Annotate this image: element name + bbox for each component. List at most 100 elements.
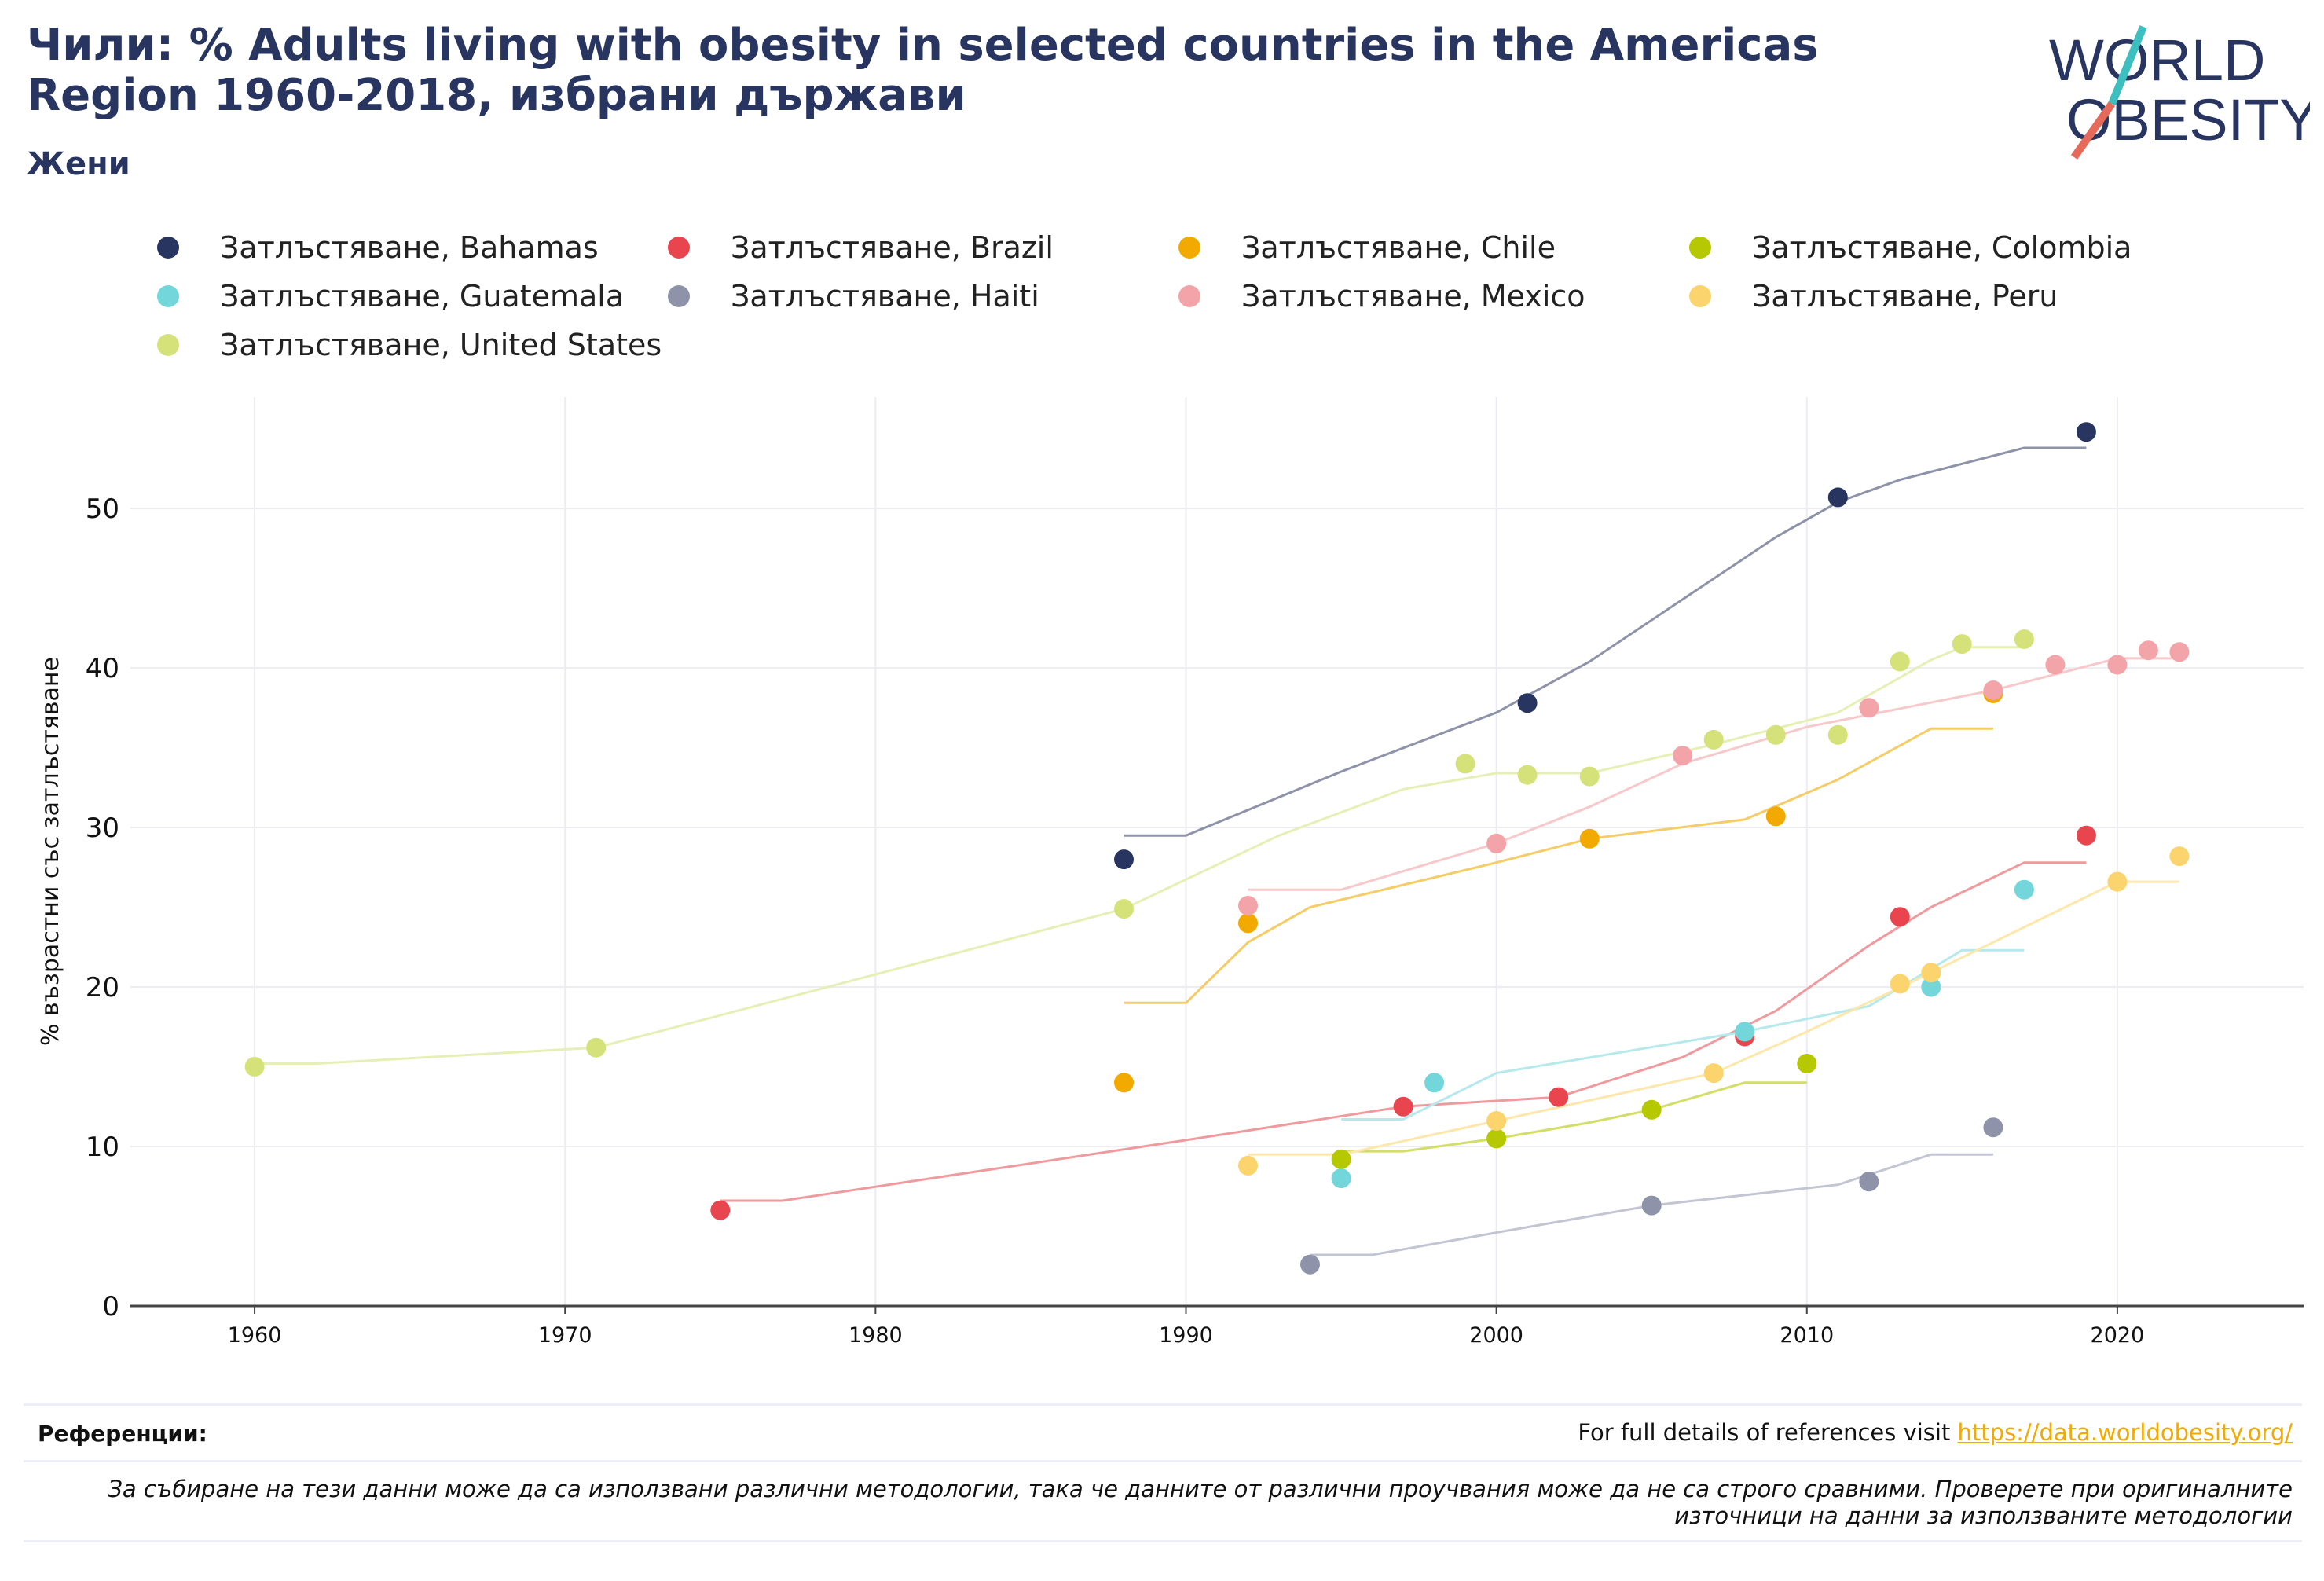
legend-marker (668, 285, 690, 307)
y-tick-label: 50 (86, 493, 119, 525)
x-tick-label: 2020 (2091, 1323, 2145, 1348)
legend-item[interactable]: Затлъстяване, Bahamas (157, 228, 599, 267)
data-point (1238, 896, 1258, 915)
y-tick-label: 0 (102, 1291, 119, 1322)
chart-title: Чили: % Adults living with obesity in se… (27, 20, 1819, 121)
data-point (1424, 1073, 1445, 1093)
y-tick-label: 40 (86, 653, 119, 684)
logo-slash-bottom (2070, 101, 2116, 160)
legend-item[interactable]: Затлъстяване, Guatemala (157, 277, 624, 316)
legend-item[interactable]: Затлъстяване, United States (157, 325, 662, 365)
legend-item[interactable]: Затлъстяване, Chile (1178, 228, 1556, 267)
legend-item[interactable]: Затлъстяване, Mexico (1178, 277, 1585, 316)
legend-label: Затлъстяване, Colombia (1752, 230, 2132, 265)
data-point (1331, 1168, 1351, 1189)
data-point (2045, 655, 2066, 675)
legend-marker (1689, 237, 1711, 259)
data-point (2107, 871, 2128, 892)
data-point (1331, 1149, 1351, 1169)
data-point (1114, 899, 1134, 919)
data-point (2014, 879, 2034, 900)
legend-marker (1178, 285, 1200, 307)
data-point (1921, 977, 1941, 997)
legend-marker (157, 237, 179, 259)
data-point (586, 1037, 607, 1058)
legend-label: Затлъстяване, Guatemala (220, 279, 625, 314)
legend-label: Затлъстяване, Chile (1241, 230, 1556, 265)
data-point (1114, 1073, 1134, 1093)
data-point (1765, 724, 1786, 745)
legend-marker (1178, 237, 1200, 259)
data-point (1890, 907, 1910, 927)
legend-item[interactable]: Затлъстяване, Colombia (1689, 228, 2132, 267)
legend-label: Затлъстяване, Mexico (1241, 279, 1585, 314)
data-point (1238, 1155, 1258, 1176)
x-tick-label: 2000 (1469, 1323, 1523, 1348)
chart-subtitle: Жени (27, 146, 130, 182)
data-point (710, 1200, 731, 1220)
logo-slash-top (2108, 25, 2147, 105)
data-point (1517, 693, 1538, 713)
legend-item[interactable]: Затлъстяване, Peru (1689, 277, 2058, 316)
data-point (1486, 833, 1507, 853)
data-point (1300, 1254, 1320, 1275)
data-point (2014, 629, 2034, 649)
data-point (2076, 825, 2096, 846)
trend-line (1124, 727, 1993, 1004)
data-point (1765, 806, 1786, 827)
data-point (1579, 828, 1600, 849)
data-point (1890, 974, 1910, 994)
data-point (1641, 1099, 1662, 1120)
legend-marker (157, 285, 179, 307)
data-point (2138, 640, 2158, 661)
data-point (1827, 724, 1848, 745)
legend-label: Затлъстяване, Haiti (731, 279, 1039, 314)
x-tick-label: 2010 (1780, 1323, 1834, 1348)
data-point (1859, 698, 1879, 718)
data-point (1673, 746, 1693, 766)
trend-line (720, 861, 2087, 1202)
legend-label: Затлъстяване, Brazil (731, 230, 1054, 265)
data-point (1238, 913, 1258, 934)
references-note: For full details of references visit htt… (1578, 1419, 2293, 1446)
legend-marker (668, 237, 690, 259)
references-link[interactable]: https://data.worldobesity.org/ (1957, 1419, 2293, 1446)
footer-divider (24, 1403, 2302, 1406)
data-point (1549, 1087, 1569, 1107)
trend-line (1341, 1081, 1807, 1153)
legend-marker (157, 334, 179, 356)
data-point (1393, 1096, 1413, 1117)
data-point (2169, 846, 2190, 867)
x-tick-label: 1990 (1159, 1323, 1213, 1348)
x-tick-label: 1980 (849, 1323, 903, 1348)
data-point (1114, 849, 1134, 870)
trend-line (255, 646, 2025, 1065)
data-point (1983, 1117, 2003, 1138)
references-note-text: For full details of references visit (1578, 1419, 1958, 1446)
data-point (1641, 1195, 1662, 1216)
data-point (1455, 754, 1475, 774)
y-axis-label: % възрастни със затлъстяване (37, 657, 64, 1046)
data-point (1486, 1128, 1507, 1149)
data-point (1486, 1111, 1507, 1131)
data-point (1859, 1172, 1879, 1192)
legend-item[interactable]: Затлъстяване, Brazil (668, 228, 1054, 267)
legend-label: Затлъстяване, Peru (1752, 279, 2058, 314)
legend-item[interactable]: Затлъстяване, Haiti (668, 277, 1039, 316)
data-point (2169, 642, 2190, 662)
x-tick-label: 1970 (538, 1323, 592, 1348)
trend-line (1248, 880, 2179, 1156)
legend-label: Затлъстяване, Bahamas (220, 230, 599, 265)
footer-divider (24, 1460, 2302, 1462)
y-tick-label: 30 (86, 813, 119, 844)
data-point (1983, 680, 2003, 700)
data-point (1952, 634, 1972, 655)
data-point (1735, 1022, 1755, 1042)
world-obesity-logo: WORLD OBESITY (2049, 25, 2310, 160)
legend-marker (1689, 285, 1711, 307)
y-tick-label: 20 (86, 972, 119, 1003)
data-point (1797, 1054, 1817, 1073)
data-point (1827, 487, 1848, 508)
trend-line (1248, 657, 2179, 891)
data-point (244, 1057, 265, 1077)
